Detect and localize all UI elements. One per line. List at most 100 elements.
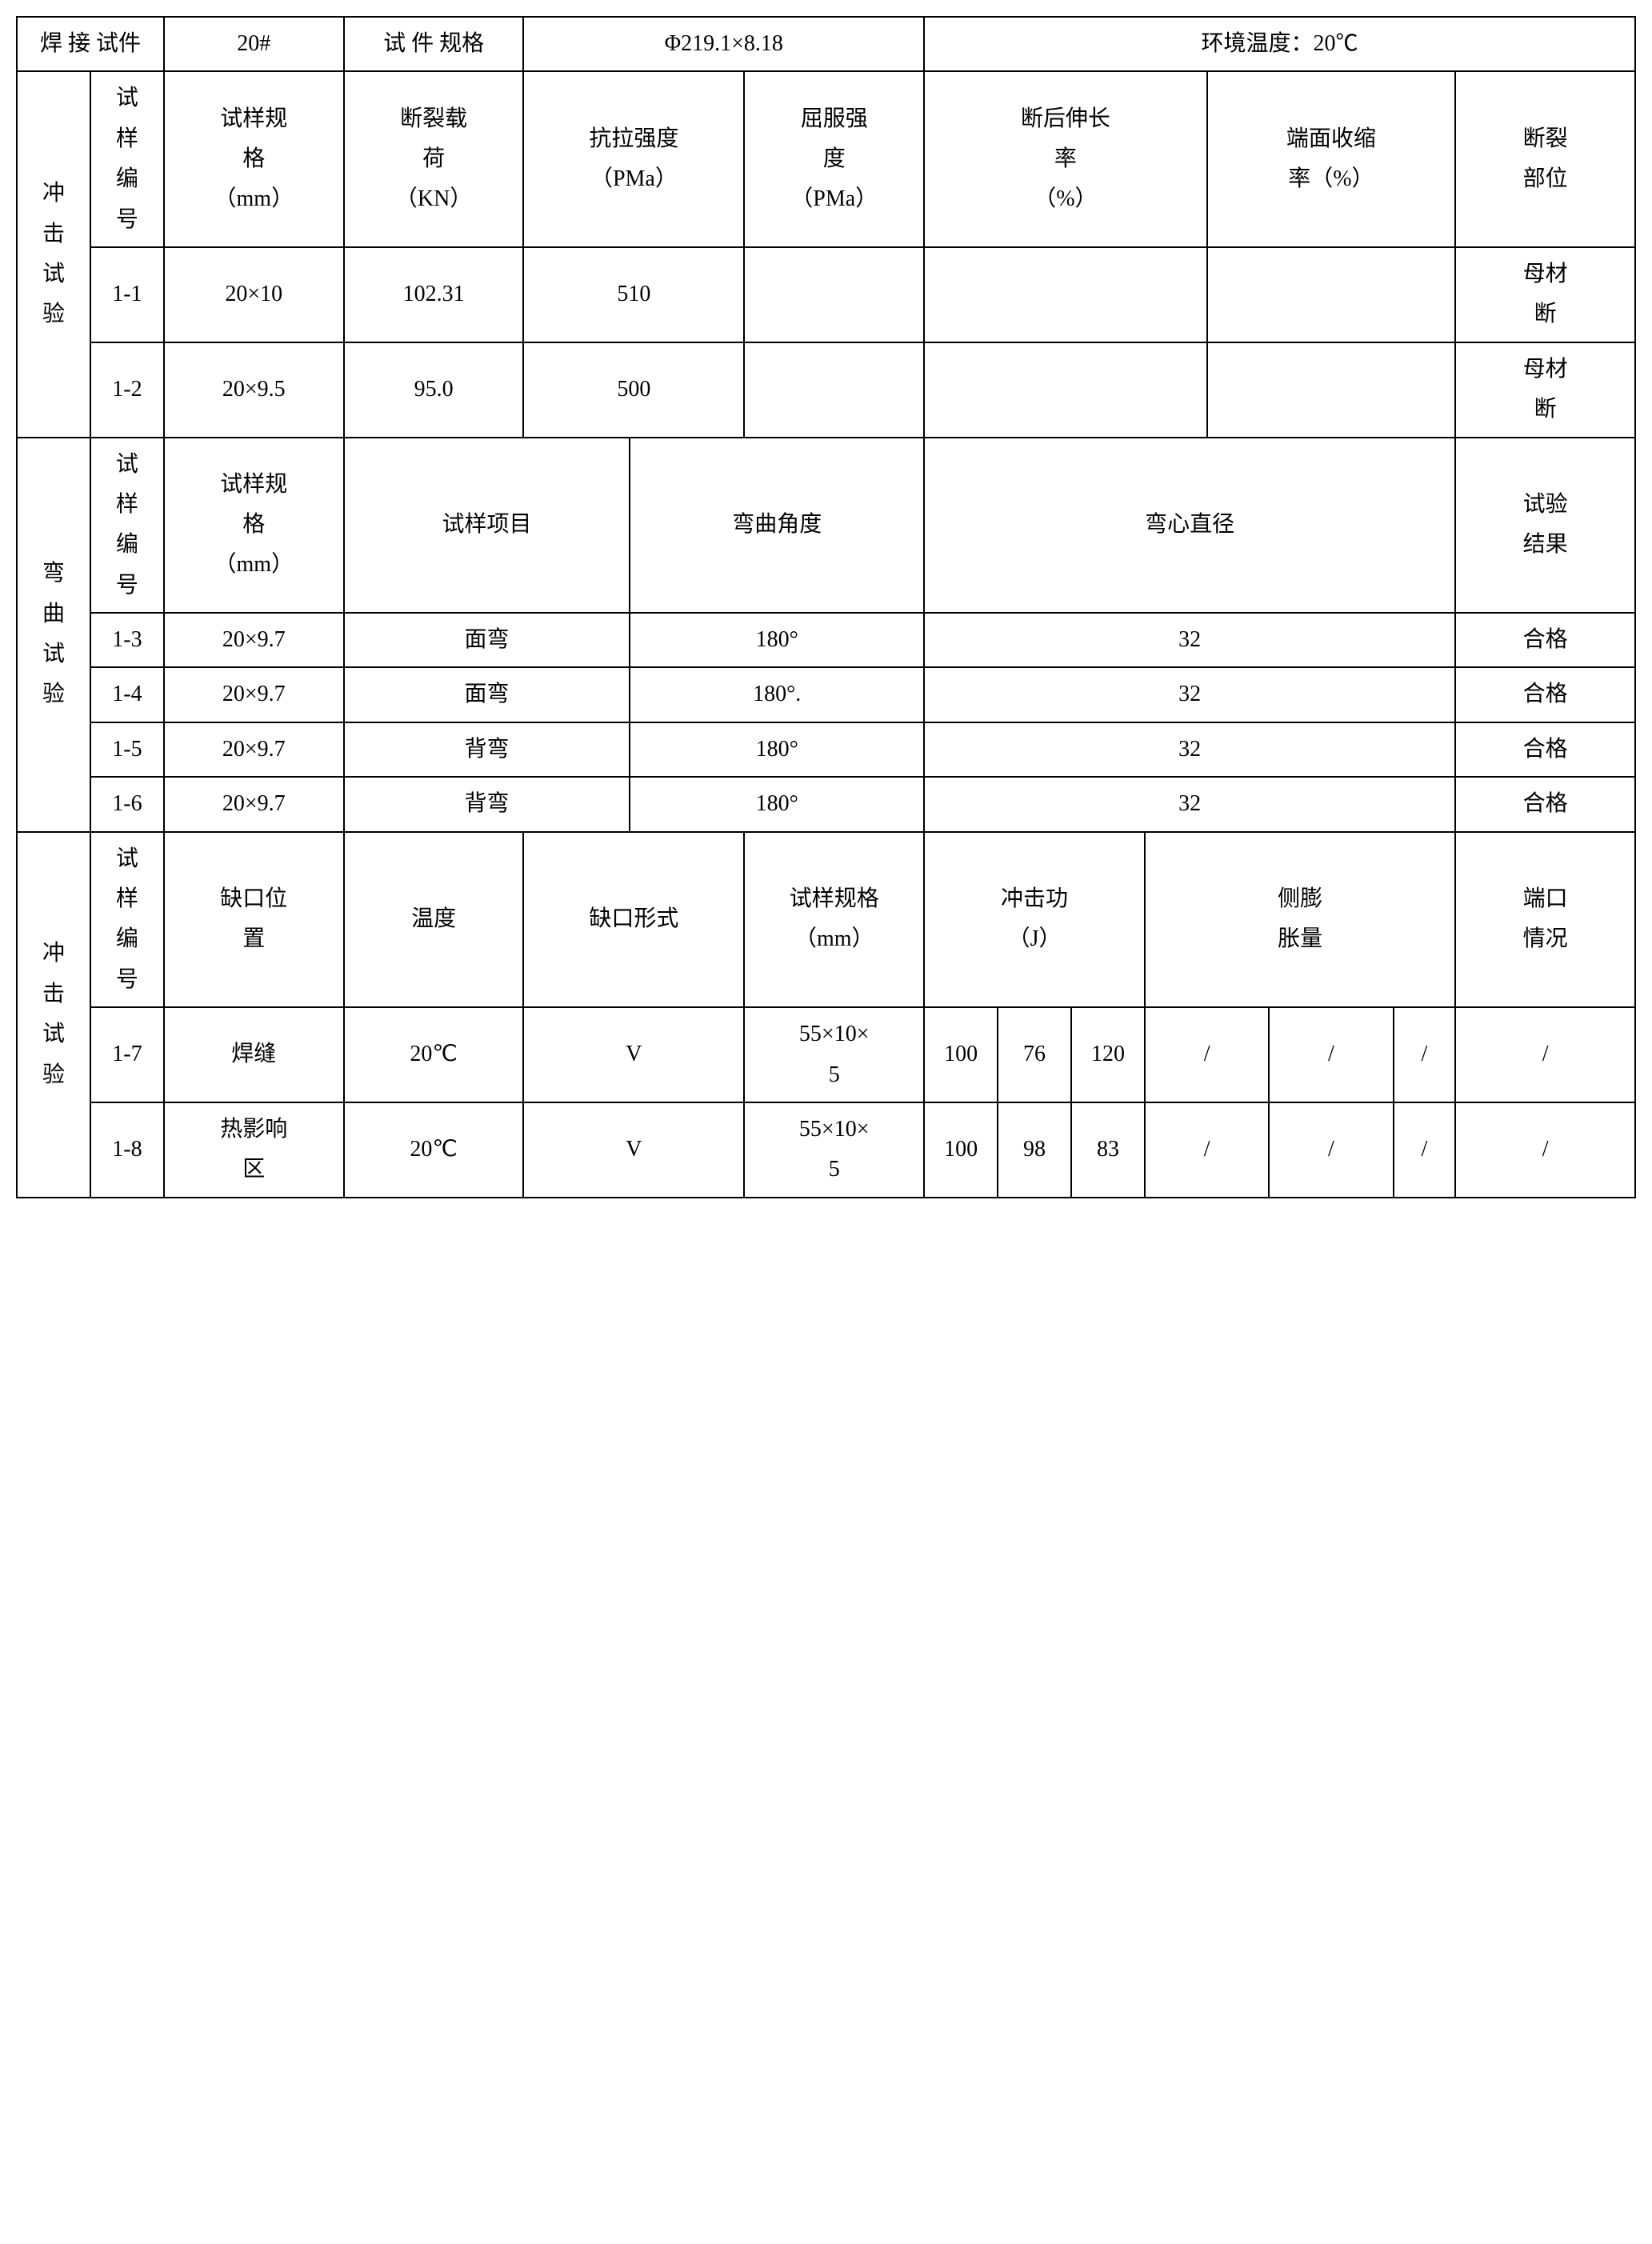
col-sample-spec: 试样规格（mm） xyxy=(164,71,344,247)
col-port-cond: 端口情况 xyxy=(1455,832,1635,1008)
cell-angle: 180° xyxy=(630,613,924,667)
cell-e3: 120 xyxy=(1071,1007,1145,1102)
col-sample-no: 试样编号 xyxy=(90,832,164,1008)
cell-no: 1-7 xyxy=(90,1007,164,1102)
cell-spec: 20×9.7 xyxy=(164,722,344,777)
cell-item: 面弯 xyxy=(344,613,630,667)
cell-no: 1-6 xyxy=(90,777,164,831)
cell-no: 1-1 xyxy=(90,247,164,342)
cell-e2: 76 xyxy=(998,1007,1071,1102)
cell-tensile: 500 xyxy=(523,342,744,438)
cell-spec: 20×9.7 xyxy=(164,667,344,722)
col-temp: 温度 xyxy=(344,832,524,1008)
cell-tensile: 510 xyxy=(523,247,744,342)
col-notch-pos: 缺口位置 xyxy=(164,832,344,1008)
cell-item: 背弯 xyxy=(344,722,630,777)
col-item: 试样项目 xyxy=(344,438,630,614)
cell-spec: 20×9.5 xyxy=(164,342,344,438)
spec-label-cell: 试 件 规格 xyxy=(344,17,524,71)
bend-row-0: 1-3 20×9.7 面弯 180° 32 合格 xyxy=(17,613,1635,667)
cell-no: 1-5 xyxy=(90,722,164,777)
tensile-section-label: 冲击试验 xyxy=(17,71,90,437)
cell-l1: / xyxy=(1145,1102,1269,1198)
col-sample-no: 试样编号 xyxy=(90,438,164,614)
col-fracture-pos: 断裂部位 xyxy=(1455,71,1635,247)
bend-header-row: 弯曲试验 试样编号 试样规格（mm） 试样项目 弯曲角度 弯心直径 试验结果 xyxy=(17,438,1635,614)
impact-section-label: 冲击试验 xyxy=(17,832,90,1198)
cell-reduc xyxy=(1207,247,1456,342)
col-diameter: 弯心直径 xyxy=(924,438,1455,614)
cell-l2: / xyxy=(1269,1007,1393,1102)
cell-item: 面弯 xyxy=(344,667,630,722)
cell-temp: 20℃ xyxy=(344,1007,524,1102)
cell-load: 95.0 xyxy=(344,342,524,438)
col-impact-energy: 冲击功（J） xyxy=(924,832,1145,1008)
cell-pos: 焊缝 xyxy=(164,1007,344,1102)
test-report-table: 焊 接 试件 20# 试 件 规格 Φ219.1×8.18 环境温度：20℃ 冲… xyxy=(16,16,1636,1198)
tensile-row-0: 1-1 20×10 102.31 510 母材断 xyxy=(17,247,1635,342)
cell-no: 1-8 xyxy=(90,1102,164,1198)
cell-elong xyxy=(924,247,1207,342)
cell-reduc xyxy=(1207,342,1456,438)
header-row: 焊 接 试件 20# 试 件 规格 Φ219.1×8.18 环境温度：20℃ xyxy=(17,17,1635,71)
cell-no: 1-3 xyxy=(90,613,164,667)
cell-no: 1-2 xyxy=(90,342,164,438)
col-fracture-load: 断裂载荷（KN） xyxy=(344,71,524,247)
cell-pos: 热影响区 xyxy=(164,1102,344,1198)
cell-dia: 32 xyxy=(924,667,1455,722)
cell-res: 合格 xyxy=(1455,613,1635,667)
cell-temp: 20℃ xyxy=(344,1102,524,1198)
cell-spec: 55×10×5 xyxy=(744,1007,924,1102)
col-result: 试验结果 xyxy=(1455,438,1635,614)
col-tensile-strength: 抗拉强度（PMa） xyxy=(523,71,744,247)
cell-angle: 180° xyxy=(630,722,924,777)
cell-dia: 32 xyxy=(924,613,1455,667)
col-sample-spec: 试样规格（mm） xyxy=(744,832,924,1008)
bend-section-label: 弯曲试验 xyxy=(17,438,90,832)
cell-spec: 20×10 xyxy=(164,247,344,342)
cell-res: 合格 xyxy=(1455,777,1635,831)
cell-port: / xyxy=(1455,1102,1635,1198)
col-sample-no: 试样编号 xyxy=(90,71,164,247)
cell-pos: 母材断 xyxy=(1455,247,1635,342)
cell-l1: / xyxy=(1145,1007,1269,1102)
col-notch-type: 缺口形式 xyxy=(523,832,744,1008)
col-angle: 弯曲角度 xyxy=(630,438,924,614)
cell-dia: 32 xyxy=(924,722,1455,777)
cell-spec: 20×9.7 xyxy=(164,613,344,667)
col-lateral-exp: 侧膨胀量 xyxy=(1145,832,1455,1008)
cell-l3: / xyxy=(1394,1102,1456,1198)
cell-l3: / xyxy=(1394,1007,1456,1102)
impact-header-row: 冲击试验 试样编号 缺口位置 温度 缺口形式 试样规格（mm） 冲击功（J） 侧… xyxy=(17,832,1635,1008)
weld-test-label: 焊 接 试件 xyxy=(17,17,164,71)
cell-elong xyxy=(924,342,1207,438)
cell-dia: 32 xyxy=(924,777,1455,831)
cell-e1: 100 xyxy=(924,1102,998,1198)
tensile-header-row: 冲击试验 试样编号 试样规格（mm） 断裂载荷（KN） 抗拉强度（PMa） 屈服… xyxy=(17,71,1635,247)
cell-yield xyxy=(744,342,924,438)
col-elongation: 断后伸长率（%） xyxy=(924,71,1207,247)
impact-row-1: 1-8 热影响区 20℃ V 55×10×5 100 98 83 / / / / xyxy=(17,1102,1635,1198)
col-sample-spec: 试样规格（mm） xyxy=(164,438,344,614)
cell-l2: / xyxy=(1269,1102,1393,1198)
cell-e1: 100 xyxy=(924,1007,998,1102)
bend-row-3: 1-6 20×9.7 背弯 180° 32 合格 xyxy=(17,777,1635,831)
col-yield-strength: 屈服强度（PMa） xyxy=(744,71,924,247)
cell-angle: 180°. xyxy=(630,667,924,722)
cell-yield xyxy=(744,247,924,342)
impact-row-0: 1-7 焊缝 20℃ V 55×10×5 100 76 120 / / / / xyxy=(17,1007,1635,1102)
cell-no: 1-4 xyxy=(90,667,164,722)
env-temp-cell: 环境温度：20℃ xyxy=(924,17,1635,71)
cell-spec: 20×9.7 xyxy=(164,777,344,831)
cell-type: V xyxy=(523,1102,744,1198)
cell-e2: 98 xyxy=(998,1102,1071,1198)
col-reduction: 端面收缩率（%） xyxy=(1207,71,1456,247)
cell-res: 合格 xyxy=(1455,667,1635,722)
cell-type: V xyxy=(523,1007,744,1102)
cell-item: 背弯 xyxy=(344,777,630,831)
cell-spec: 55×10×5 xyxy=(744,1102,924,1198)
cell-load: 102.31 xyxy=(344,247,524,342)
cell-e3: 83 xyxy=(1071,1102,1145,1198)
material-cell: 20# xyxy=(164,17,344,71)
cell-pos: 母材断 xyxy=(1455,342,1635,438)
